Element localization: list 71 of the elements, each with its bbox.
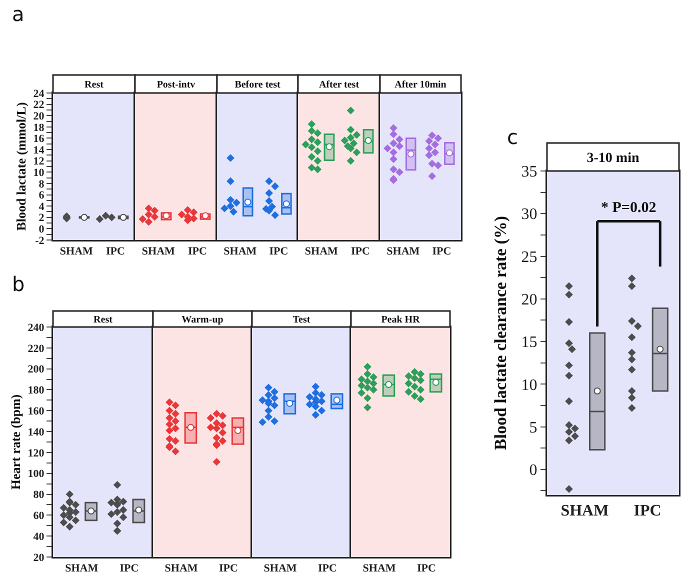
- text: c: [507, 125, 518, 149]
- x-tick-label: IPC: [269, 246, 288, 258]
- y-tick-label: 140: [28, 426, 45, 438]
- y-tick-label: 180: [28, 384, 45, 397]
- x-tick-label: SHAM: [60, 246, 94, 258]
- x-tick-label: IPC: [120, 562, 139, 572]
- y-tick-label: 0: [529, 462, 538, 480]
- y-tick-label: 200: [28, 364, 45, 376]
- x-tick-label: SHAM: [264, 562, 298, 572]
- x-tick-label: SHAM: [560, 502, 609, 520]
- x-tick-label: IPC: [218, 562, 238, 572]
- y-tick-label: 4: [38, 200, 45, 213]
- y-tick-label: 25: [521, 248, 538, 266]
- y-tick-label: 14: [33, 144, 45, 156]
- y-axis-title: Blood lactate clearance rate (%): [491, 216, 510, 450]
- y-tick-label: 5: [529, 419, 538, 436]
- y-tick-label: 100: [28, 468, 45, 480]
- annotation: * P=0.02: [601, 200, 656, 216]
- y-tick-label: 20: [521, 291, 538, 308]
- chart-title: Rest: [84, 80, 104, 90]
- chart-title: Before test: [234, 80, 281, 90]
- x-tick-label: IPC: [318, 562, 337, 572]
- chart-title: Rest: [94, 314, 114, 326]
- x-tick-label: IPC: [416, 562, 436, 572]
- y-tick-label: 240: [28, 322, 45, 334]
- y-tick-label: 220: [28, 342, 45, 355]
- y-tick-label: 30: [521, 206, 538, 224]
- x-tick-label: SHAM: [65, 562, 99, 572]
- y-tick-label: 120: [28, 447, 45, 460]
- y-tick-label: 12: [33, 156, 45, 168]
- y-tick-label: 35: [521, 164, 538, 181]
- y-tick-label: 18: [33, 122, 45, 134]
- x-tick-label: IPC: [432, 246, 452, 258]
- y-tick-label: 2: [38, 212, 45, 224]
- text: a: [12, 2, 24, 26]
- y-tick-label: -2: [35, 234, 45, 247]
- x-tick-label: SHAM: [304, 246, 339, 258]
- x-tick-label: SHAM: [224, 246, 258, 258]
- x-tick-label: IPC: [106, 246, 126, 258]
- y-axis-title: Heart rate (bpm): [8, 394, 23, 490]
- y-tick-label: 22: [33, 99, 45, 112]
- y-tick-label: 6: [38, 190, 45, 202]
- chart-title: After 10min: [394, 80, 447, 90]
- chart-title: After test: [318, 80, 360, 90]
- y-tick-label: 0: [38, 224, 45, 236]
- x-tick-label: IPC: [188, 246, 208, 258]
- chart-title: Warm-up: [182, 314, 224, 326]
- y-tick-label: 15: [521, 334, 538, 352]
- y-tick-label: 80: [33, 489, 45, 502]
- x-tick-label: SHAM: [386, 246, 420, 258]
- chart-title: Post-intv: [156, 80, 196, 90]
- chart-title: Test: [292, 314, 311, 326]
- y-tick-label: 16: [33, 133, 45, 146]
- y-tick-label: 24: [33, 88, 45, 100]
- chart-title: Peak HR: [381, 314, 421, 326]
- y-tick-label: 20: [33, 110, 45, 122]
- y-tick-label: 10: [33, 167, 45, 179]
- x-tick-label: SHAM: [362, 562, 396, 572]
- x-tick-label: IPC: [634, 502, 662, 520]
- x-tick-label: IPC: [351, 246, 370, 258]
- x-tick-label: SHAM: [142, 246, 176, 258]
- y-tick-label: 20: [33, 552, 45, 564]
- y-axis-title: Blood lactate (mmol/L): [14, 102, 28, 231]
- y-tick-label: 160: [28, 405, 45, 418]
- x-tick-label: SHAM: [164, 562, 198, 572]
- chart-title: 3-10 min: [586, 150, 640, 166]
- y-tick-label: 60: [33, 510, 45, 522]
- text: b: [12, 272, 25, 296]
- y-tick-label: 40: [33, 530, 45, 543]
- y-tick-label: 10: [521, 376, 538, 394]
- y-tick-label: 8: [38, 178, 45, 190]
